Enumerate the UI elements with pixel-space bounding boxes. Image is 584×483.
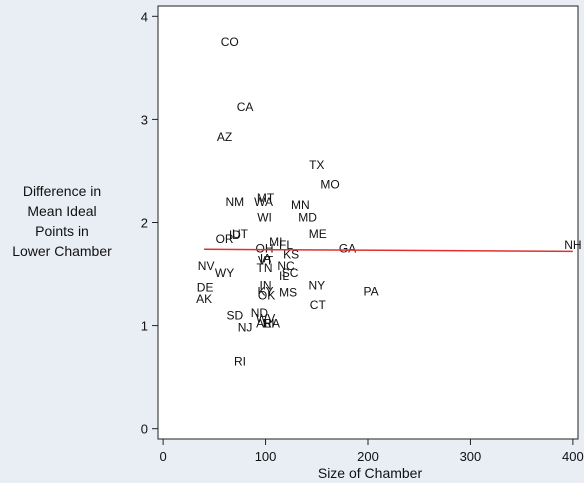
point-label-ia: IA (260, 252, 271, 266)
point-label-ky: KY (258, 285, 274, 299)
y-axis-title-line: Difference in (23, 183, 101, 199)
point-label-mo: MO (320, 177, 339, 191)
point-label-ri: RI (234, 355, 246, 369)
x-tick-label: 0 (160, 449, 167, 464)
y-axis-title-line: Mean Ideal (27, 203, 96, 219)
point-label-ms: MS (279, 286, 297, 300)
plot-area (157, 5, 579, 440)
point-label-tn: TN (257, 261, 273, 275)
point-label-ca: CA (237, 100, 254, 114)
y-tick-label: 2 (141, 216, 148, 231)
y-tick-label: 0 (141, 422, 148, 437)
point-label-az: AZ (217, 130, 232, 144)
x-tick-label: 100 (255, 449, 277, 464)
x-axis-title: Size of Chamber (318, 465, 423, 481)
point-label-co: CO (221, 35, 239, 49)
point-label-ct: CT (310, 298, 327, 312)
y-axis-title-line: Lower Chamber (12, 243, 112, 259)
point-label-ga: GA (339, 241, 356, 255)
y-axis-title: Difference in Mean Ideal Points in Lower Ch… (12, 183, 112, 259)
point-label-wa: WA (254, 195, 273, 209)
point-label-in: IN (260, 278, 272, 292)
point-label-mn: MN (291, 198, 310, 212)
point-label-de: DE (197, 280, 214, 294)
point-label-id: ID (229, 228, 241, 242)
point-label-nd: ND (251, 306, 269, 320)
point-label-vt: VT (258, 254, 274, 268)
point-label-nh: NH (564, 238, 581, 252)
point-label-wi: WI (257, 210, 272, 224)
point-label-fl: FL (279, 238, 293, 252)
y-tick-label: 1 (141, 319, 148, 334)
x-axis: 0 100 200 300 400 (160, 439, 584, 464)
point-label-nc: NC (277, 259, 295, 273)
y-axis-title-line: Points in (35, 223, 89, 239)
point-label-me: ME (309, 227, 327, 241)
point-label-sc: SC (282, 266, 299, 280)
point-label-wy: WY (215, 266, 234, 280)
fit-line (204, 248, 573, 253)
y-tick-label: 3 (141, 112, 148, 127)
point-label-ny: NY (308, 278, 325, 292)
point-label-ak: AK (196, 292, 212, 306)
point-label-mi: MI (269, 235, 282, 249)
point-label-mt: MT (257, 191, 275, 205)
point-label-tx: TX (309, 158, 324, 172)
point-label-ra: RA (263, 317, 280, 331)
point-label-or: OR (216, 232, 234, 246)
point-label-nj: NJ (238, 321, 253, 335)
point-label-oh: OH (256, 241, 274, 255)
point-label-al: AL (256, 317, 271, 331)
point-label-md: MD (298, 210, 317, 224)
point-label-nm: NM (225, 195, 244, 209)
y-axis: 0 1 2 3 4 (141, 9, 158, 437)
x-tick-label: 400 (562, 449, 584, 464)
x-tick-label: 200 (357, 449, 379, 464)
point-label-sd: SD (226, 308, 243, 322)
point-label-wv: WV (256, 311, 275, 325)
y-tick-label: 4 (141, 9, 148, 24)
point-label-ok: OK (258, 289, 275, 303)
point-label-pa: PA (364, 285, 379, 299)
point-label-ks: KS (283, 247, 299, 261)
point-label-ut: UT (232, 227, 249, 241)
point-label-il: IL (279, 269, 289, 283)
point-label-hi: HI (263, 317, 275, 331)
point-label-nv: NV (198, 259, 215, 273)
x-tick-label: 300 (460, 449, 482, 464)
